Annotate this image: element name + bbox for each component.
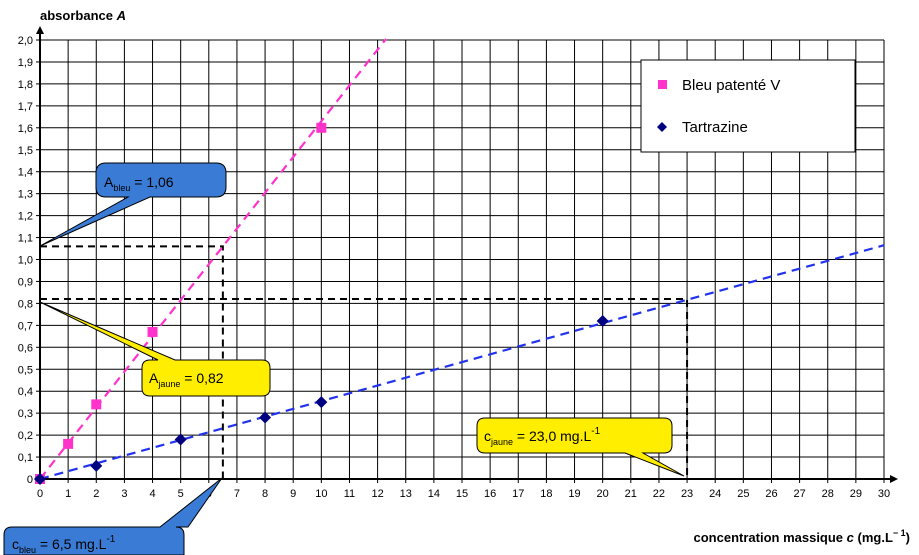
y-tick-label: 0,4: [18, 386, 33, 398]
x-tick-label: 17: [512, 488, 524, 500]
y-tick-label: 2,0: [18, 35, 33, 47]
x-tick-label: 28: [822, 488, 834, 500]
legend: Bleu patenté V Tartrazine: [640, 59, 856, 153]
x-tick-label: 10: [315, 488, 327, 500]
y-tick-label: 1,0: [18, 255, 33, 267]
y-axis-arrow: [36, 26, 44, 34]
y-tick-label: 1,5: [18, 145, 33, 157]
callouts: Ableu = 1,06 Ajaune = 0,82 cjaune = 23,0…: [3, 162, 685, 555]
data-point-tartrazine: [596, 314, 609, 327]
y-tick-label: 0,2: [18, 430, 33, 442]
guide-line-0: [40, 245, 224, 479]
x-tick-label: 30: [878, 488, 890, 500]
x-tick-label: 0: [37, 488, 43, 500]
data-point-bleu: [63, 438, 74, 449]
y-tick-label: 1,1: [18, 233, 33, 245]
x-tick-label: 29: [850, 488, 862, 500]
legend-label-bleu: Bleu patenté V: [682, 77, 780, 94]
guide-lines: [40, 245, 689, 479]
data-point-tartrazine: [34, 473, 46, 485]
x-tick-label: 14: [428, 488, 440, 500]
callout-c-jaune: cjaune = 23,0 mg.L-1: [476, 417, 685, 477]
data-point-tartrazine: [174, 433, 187, 446]
y-tick-label: 0,7: [18, 320, 33, 332]
y-tick-label: 0: [27, 474, 33, 486]
y-tick-label: 1,7: [18, 101, 33, 113]
x-tick-label: 26: [765, 488, 777, 500]
callout-c-bleu: cbleu = 6,5 mg.L-1: [3, 477, 223, 555]
x-tick-label: 24: [709, 488, 721, 500]
y-tick-label: 1,6: [18, 123, 33, 135]
x-tick-label: 12: [371, 488, 383, 500]
x-tick-label: 20: [597, 488, 609, 500]
data-point-bleu: [147, 326, 158, 337]
svg-text:cjaune = 23,0 mg.L-1: cjaune = 23,0 mg.L-1: [484, 426, 601, 447]
fit-line-1: [39, 244, 885, 481]
x-axis-title: concentration massique c (mg.L− 1): [694, 528, 911, 545]
x-tick-label: 15: [456, 488, 468, 500]
x-tick-label: 4: [149, 488, 155, 500]
legend-marker-bleu: [658, 80, 667, 89]
data-point-tartrazine: [90, 459, 103, 472]
y-tick-label: 0,8: [18, 298, 33, 310]
tick-labels: 0123456789101112131415161718192021222324…: [18, 35, 890, 500]
y-tick-label: 0,1: [18, 452, 33, 464]
axes: [36, 26, 898, 483]
data-point-bleu: [316, 122, 327, 133]
svg-text:cbleu = 6,5 mg.L-1: cbleu = 6,5 mg.L-1: [12, 534, 116, 555]
data-points: [34, 122, 609, 485]
y-tick-label: 1,2: [18, 211, 33, 223]
x-tick-label: 11: [344, 488, 355, 500]
svg-text:Ajaune = 0,82: Ajaune = 0,82: [149, 370, 224, 389]
x-tick-label: 1: [65, 488, 71, 500]
y-axis-title: absorbance A: [40, 8, 126, 23]
x-tick-label: 21: [625, 488, 637, 500]
x-tick-label: 16: [484, 488, 496, 500]
y-tick-label: 0,6: [18, 342, 33, 354]
x-tick-label: 23: [681, 488, 693, 500]
x-tick-label: 2: [93, 488, 99, 500]
legend-label-tartrazine: Tartrazine: [682, 119, 748, 136]
x-tick-label: 22: [653, 488, 665, 500]
x-tick-label: 9: [290, 488, 296, 500]
x-tick-label: 5: [178, 488, 184, 500]
legend-box: [640, 59, 856, 153]
callout-a-bleu: Ableu = 1,06: [39, 162, 227, 247]
y-tick-label: 1,4: [18, 167, 33, 179]
x-tick-label: 13: [400, 488, 412, 500]
x-tick-label: 3: [121, 488, 127, 500]
svg-text:Ableu = 1,06: Ableu = 1,06: [104, 174, 174, 193]
x-tick-label: 8: [262, 488, 268, 500]
callout-a-jaune: Ajaune = 0,82: [39, 301, 271, 397]
x-tick-label: 19: [568, 488, 580, 500]
x-tick-label: 25: [737, 488, 749, 500]
y-tick-label: 0,9: [18, 276, 33, 288]
y-tick-label: 0,5: [18, 364, 33, 376]
y-tick-label: 1,9: [18, 57, 33, 69]
data-point-tartrazine: [259, 411, 272, 424]
x-axis-arrow: [890, 475, 898, 483]
x-tick-label: 18: [540, 488, 552, 500]
y-tick-label: 1,3: [18, 189, 33, 201]
y-tick-label: 1,8: [18, 79, 33, 91]
y-tick-label: 0,3: [18, 408, 33, 420]
data-point-tartrazine: [315, 396, 328, 409]
x-tick-label: 7: [234, 488, 240, 500]
x-tick-label: 27: [793, 488, 805, 500]
data-point-bleu: [91, 399, 102, 410]
legend-marker-tartrazine: [657, 122, 667, 132]
